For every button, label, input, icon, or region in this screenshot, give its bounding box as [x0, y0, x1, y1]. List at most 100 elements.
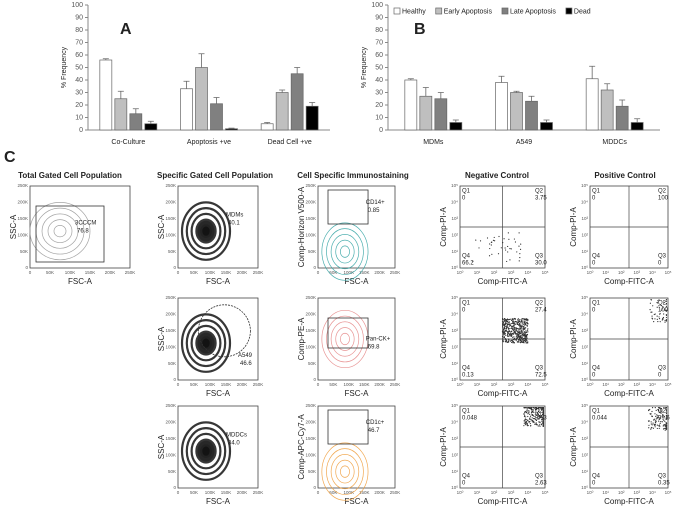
- y-tick-label: 40: [75, 77, 83, 84]
- y-tick-label: 10: [75, 114, 83, 121]
- event-dot: [524, 321, 526, 323]
- event-dot: [541, 408, 543, 410]
- event-dot: [525, 331, 528, 334]
- error-bar: [117, 90, 124, 99]
- event-dot: [509, 340, 511, 342]
- bar: [305, 105, 319, 131]
- y-axis-label: Comp-PE-A: [297, 317, 306, 360]
- event-dot: [648, 424, 650, 426]
- event-dot: [517, 331, 520, 334]
- event-dot: [516, 327, 519, 330]
- y-tick-label: 100: [371, 2, 383, 9]
- event-dot: [525, 330, 527, 332]
- y-tick-label: 10²: [581, 344, 588, 349]
- y-tick-label: 150K: [305, 216, 316, 221]
- column-title: Specific Gated Cell Population: [157, 171, 273, 180]
- event-dot: [510, 322, 512, 325]
- event-dot: [512, 329, 514, 331]
- event-dot: [507, 245, 509, 248]
- quadrant-value: 0: [658, 261, 662, 267]
- event-dot: [518, 232, 520, 234]
- event-dot: [531, 407, 533, 409]
- event-dot: [661, 421, 663, 423]
- quadrant-name: Q2: [535, 189, 544, 195]
- event-dot: [535, 408, 537, 410]
- y-tick-label: 10¹: [581, 249, 588, 254]
- event-dot: [519, 319, 521, 321]
- event-dot: [533, 421, 535, 423]
- event-dot: [523, 333, 525, 335]
- event-dot: [656, 417, 658, 420]
- event-dot: [521, 318, 523, 320]
- density-contour: [339, 465, 350, 478]
- event-dot: [657, 300, 659, 302]
- event-dot: [524, 324, 526, 326]
- x-tick-label: 50K: [329, 490, 337, 495]
- quadrant-value: 0.048: [462, 416, 478, 422]
- y-tick-label: 150K: [165, 216, 176, 221]
- bar: [129, 113, 143, 131]
- event-dot: [650, 423, 652, 425]
- event-dot: [505, 327, 507, 330]
- event-dot: [506, 330, 508, 333]
- error-bar: [198, 53, 205, 68]
- event-dot: [658, 418, 660, 421]
- error-bar: [279, 89, 286, 93]
- y-tick-label: 10⁰: [451, 377, 458, 382]
- event-dot: [651, 407, 654, 409]
- event-dot: [522, 328, 525, 330]
- event-dot: [490, 241, 492, 243]
- event-dot: [509, 318, 511, 320]
- quadrant-name: Q2: [658, 409, 667, 415]
- quadrant-value: 2.63: [535, 481, 547, 487]
- event-dot: [513, 330, 516, 333]
- event-dot: [658, 299, 660, 301]
- quadrant-name: Q2: [658, 189, 667, 195]
- event-dot: [528, 407, 530, 409]
- y-axis-label: Comp-APC-Cy7-A: [297, 414, 306, 480]
- event-dot: [491, 253, 493, 255]
- event-dot: [508, 335, 510, 338]
- event-dot: [654, 318, 656, 320]
- event-dot: [525, 420, 527, 423]
- y-tick-label: 10: [375, 114, 383, 121]
- event-dot: [655, 420, 657, 422]
- event-dot: [518, 321, 520, 323]
- event-dot: [526, 321, 528, 324]
- y-tick-label: 50K: [20, 249, 28, 254]
- event-dot: [514, 322, 516, 324]
- event-dot: [665, 425, 668, 427]
- y-tick-label: 0: [379, 127, 383, 134]
- x-tick-label: 150K: [221, 382, 232, 387]
- event-dot: [520, 320, 522, 322]
- x-axis-label: Comp-FITC-A: [604, 389, 654, 398]
- event-dot: [522, 332, 524, 334]
- y-tick-label: 10⁵: [581, 403, 588, 408]
- event-dot: [504, 320, 506, 322]
- quadrant-name: Q1: [592, 189, 601, 195]
- event-dot: [503, 325, 506, 327]
- bar: [210, 103, 223, 131]
- density-contour: [326, 448, 364, 495]
- event-dot: [513, 342, 515, 344]
- event-dot: [502, 325, 504, 327]
- x-axis-label: FSC-A: [345, 277, 370, 286]
- event-dot: [524, 328, 526, 330]
- event-dot: [515, 332, 517, 334]
- bar: [495, 82, 508, 131]
- y-tick-label: 80: [375, 27, 383, 34]
- y-tick-label: 10³: [581, 436, 588, 441]
- x-tick-label: 150K: [359, 382, 370, 387]
- error-bar: [102, 58, 109, 60]
- gate-name: CD14+: [366, 200, 385, 206]
- event-dot: [541, 407, 544, 409]
- x-tick-label: 0: [317, 270, 320, 275]
- event-dot: [664, 319, 666, 322]
- y-tick-label: 10¹: [451, 361, 458, 366]
- event-dot: [509, 325, 512, 327]
- event-dot: [516, 251, 518, 253]
- event-dot: [513, 324, 515, 326]
- event-dot: [664, 420, 666, 422]
- bar: [225, 128, 238, 131]
- event-dot: [514, 327, 516, 329]
